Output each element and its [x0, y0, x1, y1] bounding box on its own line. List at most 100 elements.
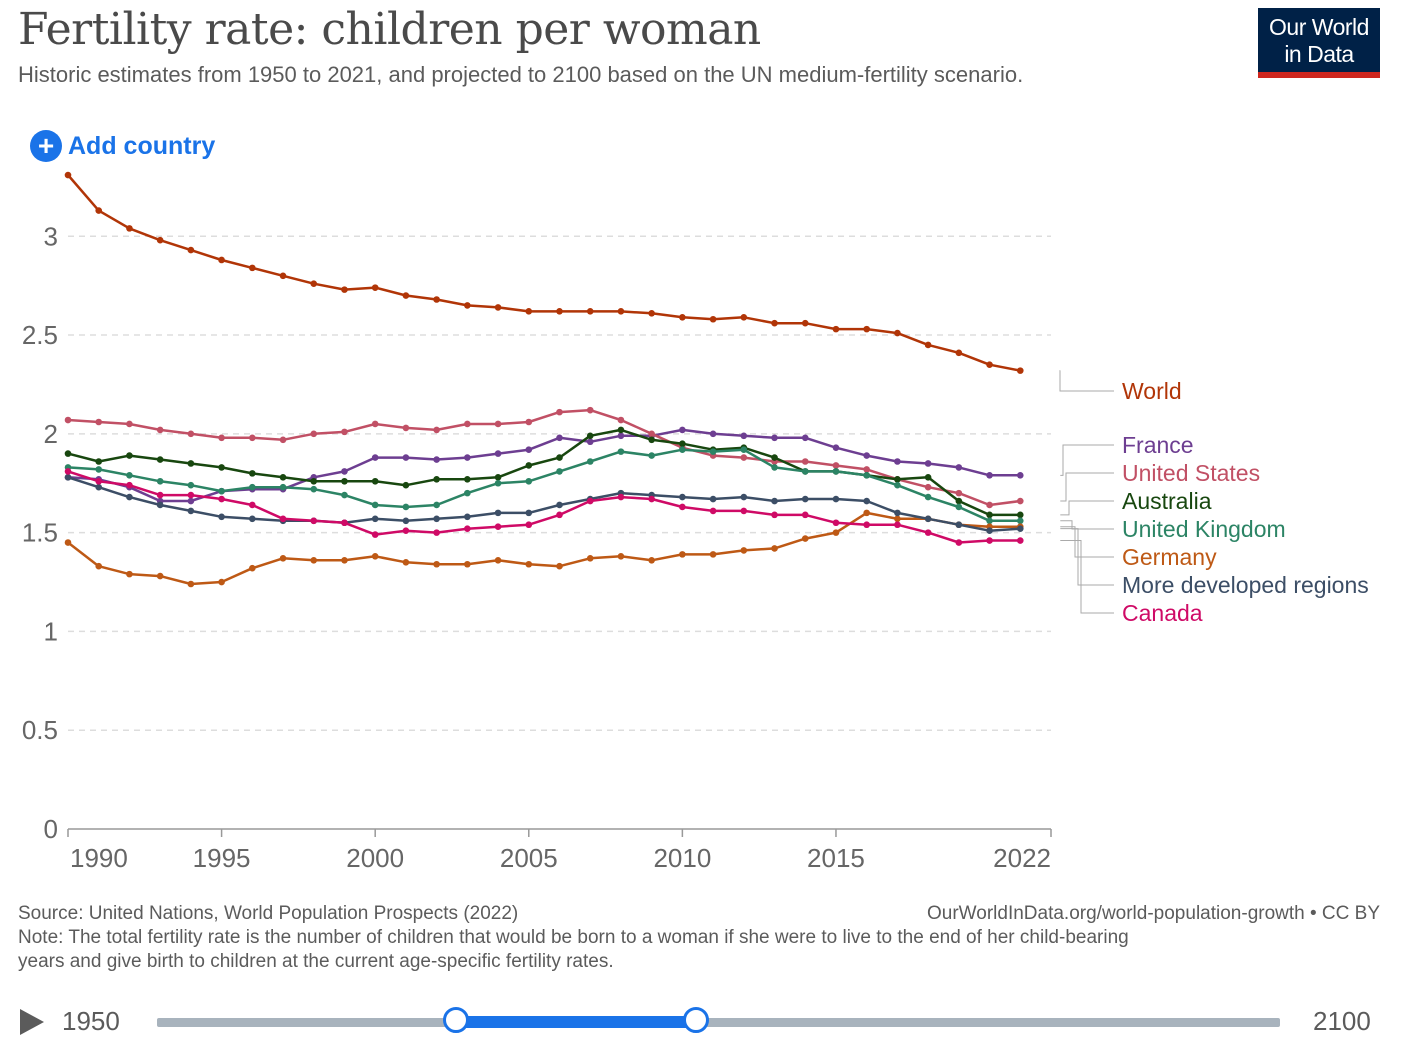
series-united-kingdom[interactable]: [64, 446, 1024, 525]
timeline-selected-range[interactable]: [456, 1016, 696, 1028]
data-point: [371, 420, 379, 428]
data-point: [617, 308, 625, 315]
legend-label[interactable]: Germany: [1122, 544, 1217, 570]
data-point: [617, 426, 625, 434]
data-point: [187, 580, 195, 588]
data-point: [709, 315, 717, 323]
legend-connector: [1060, 500, 1114, 516]
timeline-start-label: 1950: [62, 1006, 120, 1036]
data-point: [95, 207, 103, 214]
data-point: [740, 446, 748, 453]
timeline-track[interactable]: [157, 1018, 1280, 1027]
data-point: [95, 418, 103, 426]
logo-line-2: in Data: [1284, 41, 1354, 67]
add-country-button[interactable]: + Add country: [30, 130, 215, 162]
series-line: [67, 448, 1021, 523]
timeline-start-handle[interactable]: [443, 1007, 469, 1033]
data-point: [464, 513, 471, 521]
data-point: [617, 553, 625, 560]
data-point: [586, 438, 594, 446]
y-axis-ticks: 0 0.5 1 1.5 2 2.5 3: [22, 221, 58, 844]
series-germany[interactable]: [64, 509, 1024, 588]
plus-circle-icon: +: [30, 130, 62, 162]
data-point: [494, 450, 502, 457]
legend-label[interactable]: Canada: [1122, 600, 1203, 626]
data-point: [955, 503, 963, 511]
data-point: [64, 468, 72, 475]
data-point: [832, 444, 840, 451]
data-point: [126, 225, 133, 232]
data-point: [525, 477, 533, 485]
legend-label[interactable]: United Kingdom: [1122, 516, 1286, 542]
data-point: [156, 477, 164, 485]
data-point: [648, 430, 655, 438]
legend-label[interactable]: Australia: [1122, 488, 1212, 514]
data-point: [863, 452, 870, 459]
data-point: [924, 483, 932, 491]
x-tick-label: 2000: [346, 843, 404, 873]
legend-connector: [1059, 370, 1114, 392]
series-world[interactable]: [64, 171, 1024, 374]
data-point: [617, 493, 625, 501]
y-tick-label: 3: [44, 221, 58, 251]
data-point: [894, 515, 901, 523]
data-point: [95, 562, 103, 570]
data-point: [924, 341, 932, 349]
y-tick-label: 0: [44, 814, 58, 844]
data-point: [525, 462, 533, 469]
data-point: [371, 553, 379, 560]
data-point: [402, 481, 410, 489]
data-point: [863, 325, 870, 333]
data-point: [433, 560, 440, 568]
data-point: [433, 501, 440, 509]
data-point: [801, 468, 809, 475]
data-point: [556, 434, 563, 442]
data-point: [341, 428, 348, 436]
legend-label[interactable]: France: [1122, 432, 1194, 458]
series-line: [67, 470, 1021, 544]
series-united-states[interactable]: [64, 406, 1024, 509]
data-point: [187, 491, 195, 499]
owid-logo[interactable]: Our World in Data: [1258, 8, 1380, 78]
data-point: [341, 519, 348, 527]
play-icon[interactable]: [20, 1009, 44, 1035]
data-point: [801, 458, 809, 465]
data-point: [863, 497, 870, 505]
series-canada[interactable]: [64, 468, 1024, 546]
data-point: [310, 477, 318, 485]
timeline-end-handle[interactable]: [683, 1007, 709, 1033]
x-tick-label: 1995: [193, 843, 251, 873]
legend-label[interactable]: United States: [1122, 460, 1260, 486]
data-point: [986, 517, 993, 525]
data-point: [740, 493, 748, 501]
chart-title: Fertility rate: children per woman: [18, 4, 761, 55]
data-point: [617, 432, 625, 440]
data-point: [156, 456, 164, 463]
data-point: [863, 472, 870, 479]
data-point: [218, 434, 225, 442]
data-point: [556, 454, 563, 461]
data-point: [771, 319, 778, 327]
chart-subtitle: Historic estimates from 1950 to 2021, an…: [18, 62, 1024, 87]
data-point: [986, 361, 993, 368]
legend-connector: [1060, 526, 1114, 558]
data-point: [156, 501, 164, 509]
data-point: [1016, 367, 1024, 374]
data-point: [924, 515, 932, 523]
series-line: [67, 174, 1021, 372]
x-tick-label: 2022: [993, 843, 1051, 873]
data-point: [801, 319, 809, 327]
data-point: [648, 495, 655, 503]
data-point: [187, 497, 195, 505]
url-license-link[interactable]: OurWorldInData.org/world-population-grow…: [927, 903, 1380, 924]
data-point: [924, 529, 932, 536]
logo-line-1: Our World: [1269, 14, 1369, 40]
data-point: [187, 460, 195, 467]
data-point: [924, 460, 932, 467]
x-tick-label: 1990: [70, 843, 128, 873]
legend-connector: [1060, 444, 1114, 476]
legend-label[interactable]: More developed regions: [1122, 572, 1369, 598]
legend-label[interactable]: World: [1122, 378, 1182, 404]
line-chart: 0 0.5 1 1.5 2 2.5 3 1990 1995 2000 2005 2010 2015 20…: [22, 171, 1369, 873]
x-tick-label: 2010: [653, 843, 711, 873]
